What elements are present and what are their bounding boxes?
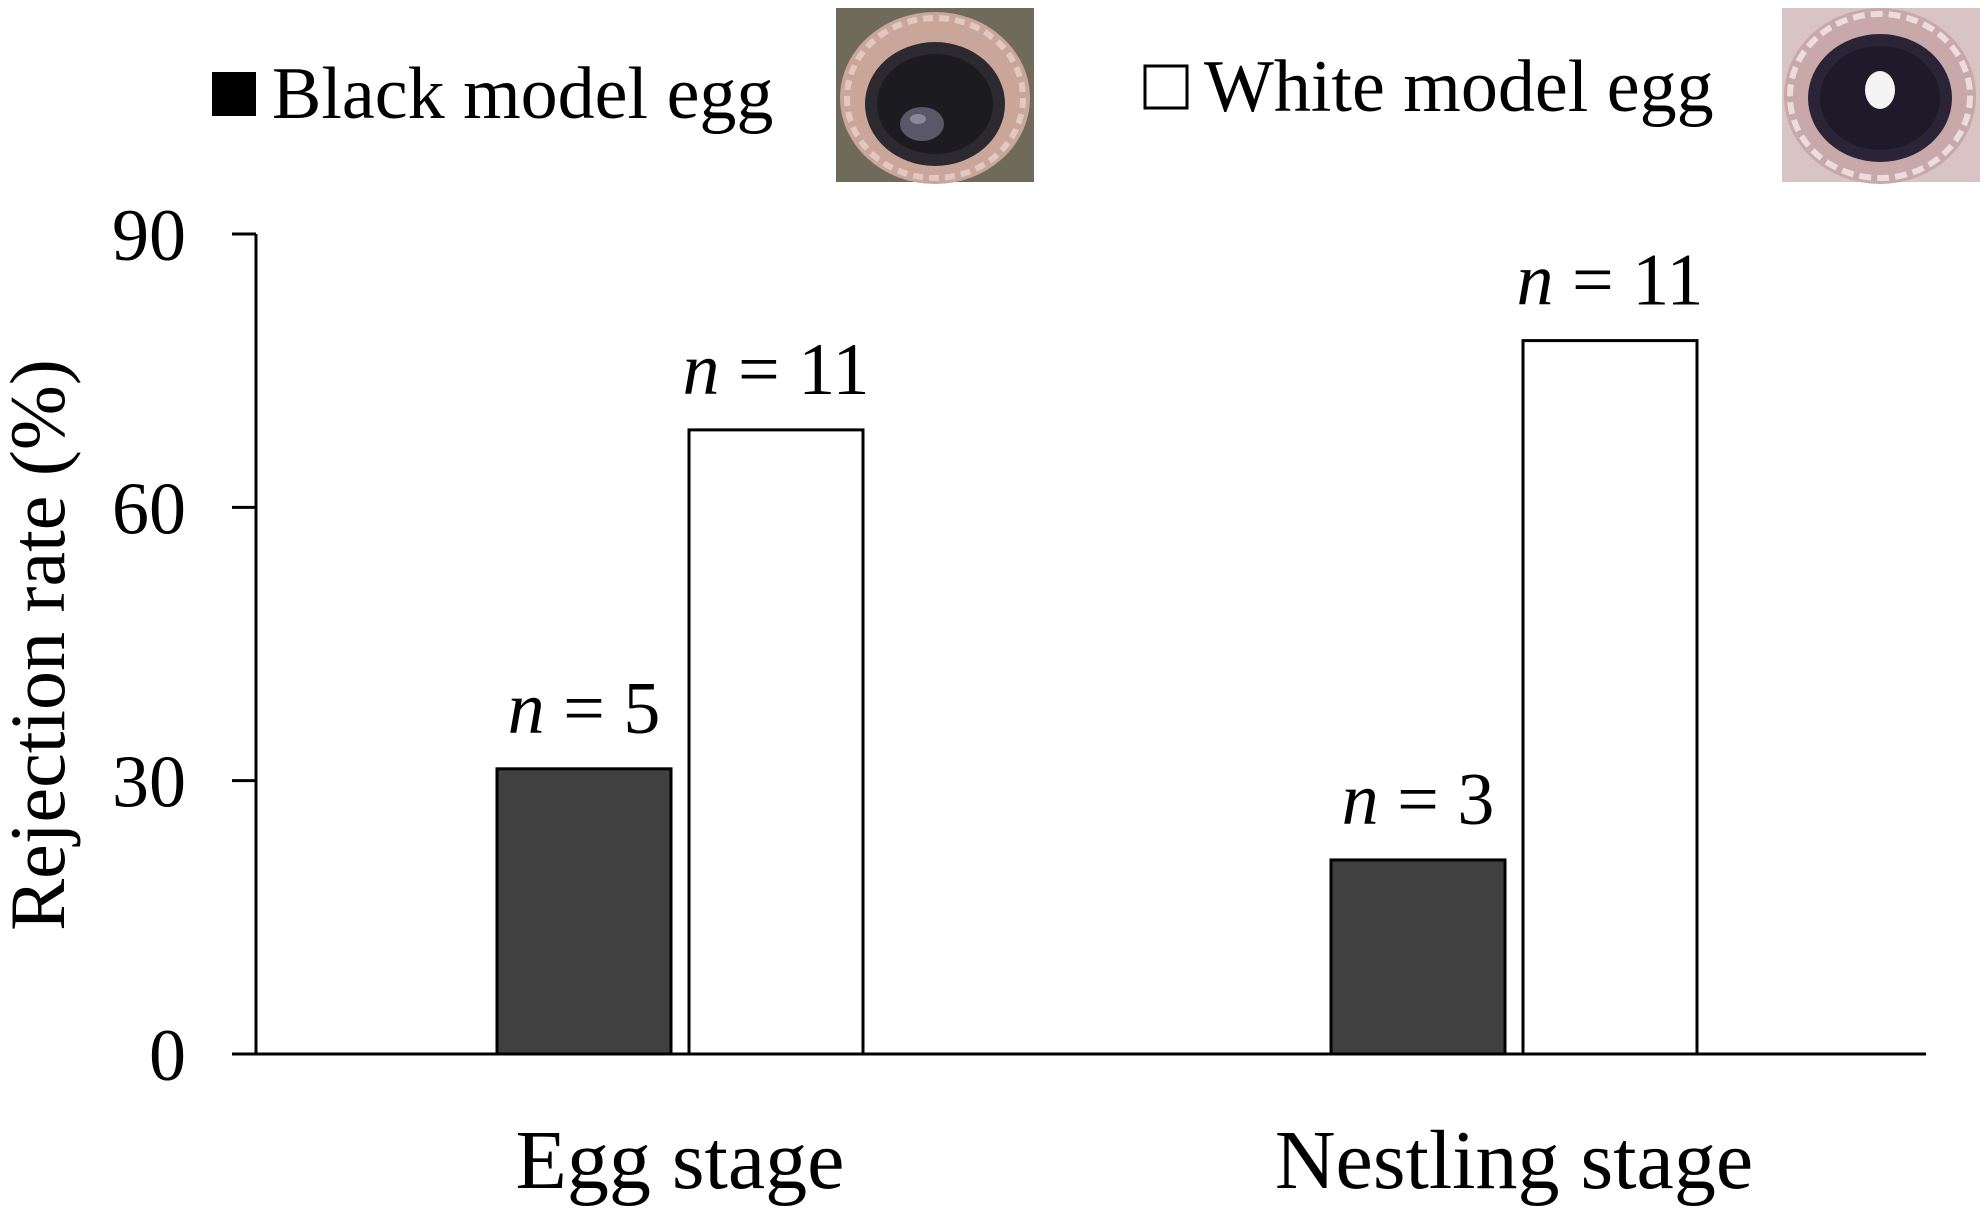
x-tick-label: Nestling stage <box>1275 1114 1753 1207</box>
y-tick-label: 30 <box>112 742 186 824</box>
nest-with-black-egg-icon <box>836 8 1034 184</box>
bar-n-label: n = 5 <box>508 668 661 750</box>
bar-n-label: n = 11 <box>683 329 870 411</box>
bar-black-egg-stage <box>495 767 673 1056</box>
nest-with-white-egg-icon <box>1782 8 1980 184</box>
bar-n-label: n = 3 <box>1342 759 1495 841</box>
bar-white-nestling-stage <box>1521 339 1699 1056</box>
legend-item-white: White model egg <box>1143 8 1980 184</box>
y-tick-label: 0 <box>149 1015 186 1097</box>
y-tick-label: 60 <box>112 468 186 550</box>
legend-label-black: Black model egg <box>272 53 773 135</box>
x-tick-label: Egg stage <box>516 1114 845 1207</box>
x-tick-labels: Egg stage Nestling stage <box>516 1114 1754 1207</box>
bar-black-nestling-stage <box>1329 858 1507 1056</box>
bar-n-label: n = 11 <box>1517 240 1704 322</box>
legend-swatch-black <box>212 72 256 116</box>
bar-white-egg-stage <box>687 428 865 1056</box>
legend: Black model egg White model egg <box>212 8 1980 184</box>
legend-swatch-white <box>1143 64 1189 110</box>
y-ticks: 0 30 60 90 <box>112 195 256 1097</box>
bar-labels: n = 5 n = 11 n = 3 n = 11 <box>508 240 1704 841</box>
y-tick-label: 90 <box>112 195 186 277</box>
legend-label-white: White model egg <box>1204 46 1714 128</box>
bars <box>495 339 1699 1056</box>
y-axis-title: Rejection rate (%) <box>0 359 81 931</box>
legend-item-black: Black model egg <box>212 8 1034 184</box>
